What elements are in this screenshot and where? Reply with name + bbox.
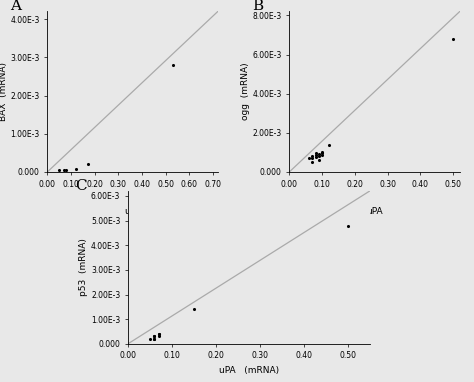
- Text: uPA: uPA: [366, 207, 383, 216]
- Point: [146, 336, 154, 342]
- Point: [72, 166, 80, 172]
- Point: [55, 167, 63, 173]
- Y-axis label: ogg  (mRNA): ogg (mRNA): [241, 63, 250, 120]
- Point: [151, 333, 158, 340]
- Point: [315, 151, 323, 157]
- Point: [325, 141, 332, 147]
- Point: [312, 154, 319, 160]
- Point: [309, 159, 316, 165]
- Point: [319, 149, 326, 155]
- Point: [155, 333, 163, 340]
- Y-axis label: BAX  (mRNA): BAX (mRNA): [0, 62, 8, 121]
- Point: [60, 167, 68, 173]
- Point: [155, 331, 163, 337]
- Point: [449, 36, 457, 42]
- Text: (mRNA): (mRNA): [238, 207, 273, 216]
- Text: B: B: [252, 0, 263, 13]
- Point: [312, 150, 319, 156]
- Point: [312, 152, 319, 158]
- Text: uPA: uPA: [124, 207, 141, 216]
- Point: [151, 336, 158, 342]
- Text: C: C: [75, 179, 86, 193]
- Point: [344, 222, 352, 228]
- Point: [305, 155, 313, 161]
- Point: [155, 331, 163, 337]
- Point: [169, 62, 177, 68]
- Point: [84, 161, 91, 167]
- Y-axis label: p53  (mRNA): p53 (mRNA): [79, 238, 88, 296]
- Point: [309, 155, 316, 161]
- Point: [151, 336, 158, 342]
- Point: [319, 150, 326, 156]
- X-axis label: uPA   (mRNA): uPA (mRNA): [219, 366, 279, 375]
- Point: [315, 157, 323, 163]
- Point: [151, 333, 158, 340]
- Point: [319, 152, 326, 158]
- Point: [309, 153, 316, 159]
- Text: A: A: [10, 0, 21, 13]
- Point: [63, 167, 70, 173]
- Point: [315, 153, 323, 159]
- Point: [190, 306, 198, 312]
